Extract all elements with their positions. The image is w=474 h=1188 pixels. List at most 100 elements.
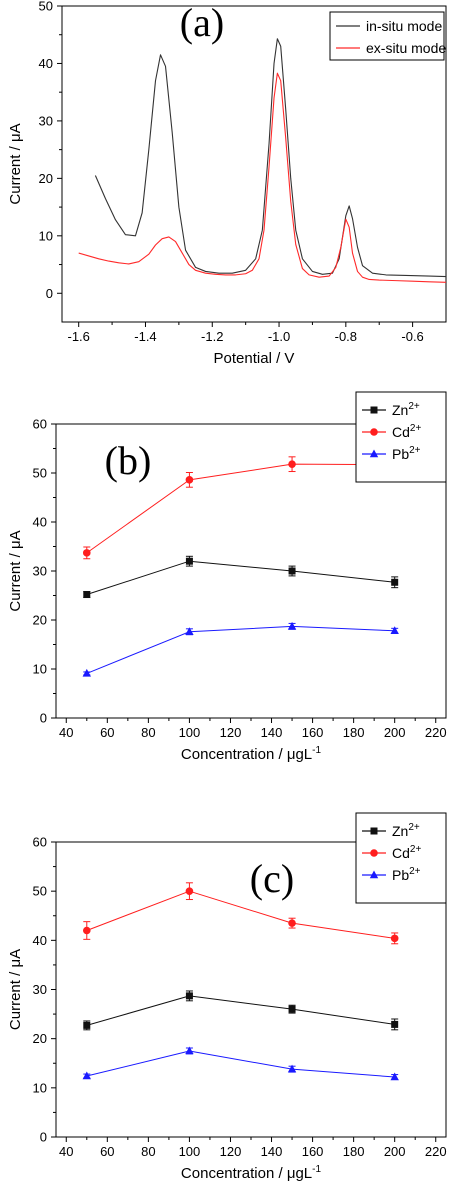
x-axis-title-superscript: -1 (312, 745, 321, 756)
y-tick-label: 50 (39, 0, 53, 14)
y-axis-title: Current / μA (7, 123, 24, 204)
panel-label: (b) (105, 438, 152, 483)
legend-marker (370, 406, 378, 414)
x-tick-label: 140 (261, 725, 283, 740)
series-line (78, 72, 446, 283)
x-tick-label: 220 (425, 725, 447, 740)
x-tick-label: 180 (343, 1144, 365, 1159)
x-tick-label: -1.2 (201, 329, 223, 344)
y-tick-label: 30 (39, 113, 53, 128)
y-axis-title: Current / μA (7, 530, 24, 611)
x-axis-title: Concentration / μgL-1 (181, 1164, 322, 1182)
data-point (287, 621, 297, 630)
x-tick-label: -0.8 (335, 329, 357, 344)
x-tick-label: 120 (220, 725, 242, 740)
legend: Zn2+Cd2+Pb2+ (355, 812, 447, 904)
x-tick-label: 40 (59, 1144, 73, 1159)
y-tick-label: 10 (39, 228, 53, 243)
chart-panel-2: 40 60 80 100 120 140 160 180 200 220 0 10 20 30 40 50 60… (7, 812, 447, 1182)
x-tick-label: 100 (179, 1144, 201, 1159)
x-tick-label: 100 (179, 725, 201, 740)
data-point (288, 567, 296, 575)
plot-frame (61, 5, 447, 323)
legend-item: Cd2+ (362, 844, 421, 861)
data-point (288, 919, 296, 927)
series-pb (82, 621, 399, 677)
data-point (185, 887, 194, 895)
chart-panel-0: -1.6 -1.4 -1.2 -1.0 -0.8 -0.6 0 10 20 30 40 50 Poten… (7, 0, 447, 367)
data-point (185, 992, 193, 1000)
legend-label-superscript: 2+ (409, 445, 421, 456)
data-point (185, 627, 194, 635)
data-point (185, 557, 193, 565)
series-ex-situ-mode (78, 72, 446, 283)
x-axis-title: Potential / V (214, 350, 295, 367)
x-tick-label: 60 (100, 1144, 114, 1159)
legend-label-text: Zn (392, 823, 408, 839)
legend-label: Pb2+ (392, 866, 421, 883)
y-tick-label: 50 (33, 466, 47, 481)
legend-label-text: Pb (392, 446, 409, 462)
legend-marker (370, 849, 378, 857)
series-line (86, 890, 395, 939)
chart-panel-1: 40 60 80 100 120 140 160 180 200 220 0 10 20 30 40 50 60… (7, 391, 447, 763)
x-tick-label: 160 (302, 725, 324, 740)
x-axis-title-superscript: -1 (312, 1164, 321, 1175)
y-axis-title: Current / μA (7, 949, 24, 1030)
y-tick-label: 10 (33, 1080, 47, 1095)
legend-label-text: Cd (392, 424, 410, 440)
x-tick-label: -1.0 (268, 329, 290, 344)
legend-label: Zn2+ (392, 822, 420, 839)
legend-item: Cd2+ (362, 423, 421, 440)
series-zn (83, 555, 399, 599)
series-cd (82, 882, 399, 945)
series-in-situ-mode (94, 38, 446, 278)
series-line (94, 38, 446, 278)
data-point (391, 1020, 399, 1028)
x-tick-label: 160 (302, 1144, 324, 1159)
x-tick-label: 80 (141, 1144, 155, 1159)
x-tick-label: 60 (100, 725, 114, 740)
data-point (82, 926, 91, 935)
legend-item: Pb2+ (362, 445, 421, 462)
legend-label-superscript: 2+ (409, 866, 421, 877)
legend-label-text: in-situ mode (366, 18, 442, 34)
data-point (287, 1064, 297, 1073)
series-line (86, 1050, 395, 1078)
data-point (83, 591, 91, 599)
plot-area (82, 456, 399, 677)
x-axis-title-text: Concentration / μgL (181, 746, 312, 763)
series-line (86, 995, 395, 1026)
data-point (288, 460, 296, 468)
legend-label-superscript: 2+ (408, 822, 420, 833)
y-tick-label: 30 (33, 564, 47, 579)
legend-label: Cd2+ (392, 844, 421, 861)
panel-label: (c) (250, 856, 294, 901)
data-point (185, 476, 194, 484)
legend-marker (370, 827, 378, 835)
data-point (390, 1072, 399, 1081)
data-point (288, 1005, 296, 1013)
data-point (390, 934, 399, 943)
data-point (185, 1046, 194, 1055)
y-tick-label: 30 (33, 982, 47, 997)
x-tick-label: 180 (343, 725, 365, 740)
series-pb (82, 1046, 399, 1081)
data-point (82, 1071, 91, 1080)
x-axis-title-text: Potential / V (214, 350, 295, 367)
legend-marker (369, 870, 379, 879)
y-tick-label: 20 (33, 1031, 47, 1046)
series-line (86, 560, 395, 595)
legend-label: in-situ mode (366, 18, 442, 34)
x-tick-label: -1.4 (134, 329, 156, 344)
data-point (83, 1021, 91, 1029)
legend: Zn2+Cd2+Pb2+ (355, 391, 447, 483)
legend-label: Cd2+ (392, 423, 421, 440)
x-tick-label: 120 (220, 1144, 242, 1159)
legend-box (329, 11, 445, 61)
x-axis-title: Concentration / μgL-1 (181, 745, 322, 763)
legend-label: Zn2+ (392, 401, 420, 418)
y-tick-label: 0 (46, 286, 53, 301)
y-tick-label: 60 (33, 835, 47, 850)
